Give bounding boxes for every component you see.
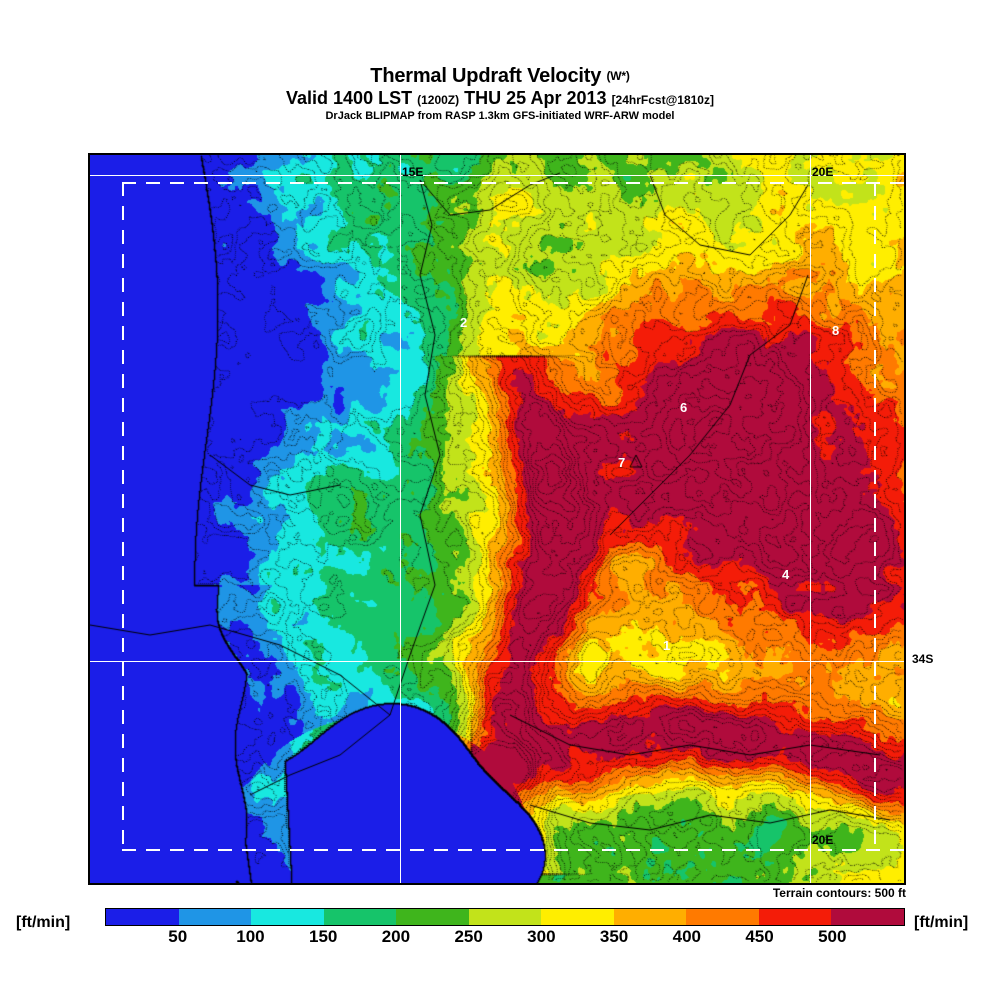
page-title: Thermal Updraft Velocity (W*) (0, 66, 1000, 86)
title-block: Thermal Updraft Velocity (W*) Valid 1400… (0, 66, 1000, 122)
colorbar-tick-350: 350 (599, 927, 629, 946)
geo-label-20e-top: 20E (812, 165, 834, 179)
domain-border-bottom (122, 849, 904, 851)
colorbar-swatch-7 (613, 909, 687, 925)
colorbar-tick-150: 150 (308, 927, 338, 946)
domain-border-right (874, 182, 876, 851)
colorbar-legend: [ft/min] 50 100 150 200 250 300 350 400 450 500 [… (0, 905, 1000, 953)
geo-label-15e-top: 15E (402, 165, 424, 179)
contour-label-7: 7 (618, 455, 626, 470)
domain-border-top (122, 182, 904, 184)
geo-label-34s-right: 34S (912, 652, 934, 666)
colorbar-swatch-6 (541, 909, 614, 925)
valid-time-label: Valid 1400 LST (286, 88, 413, 108)
title-main-text: Thermal Updraft Velocity (370, 65, 602, 87)
title-wstar-symbol: (W*) (606, 69, 630, 83)
colorbar-swatch-8 (686, 909, 759, 925)
colorbar-tick-250: 250 (454, 927, 483, 946)
colorbar-swatch-10 (831, 909, 905, 925)
colorbar-swatch-3 (323, 909, 397, 925)
thermal-updraft-raster (90, 155, 904, 883)
colorbar-tick-300: 300 (527, 927, 556, 946)
colorbar-swatch-4 (396, 909, 469, 925)
colorbar-unit-left: [ft/min] (16, 914, 71, 931)
colorbar-swatches[interactable] (105, 908, 905, 926)
colorbar-tick-500: 500 (818, 927, 847, 946)
colorbar-swatch-1 (178, 909, 252, 925)
valid-date-label: THU 25 Apr 2013 (464, 88, 607, 108)
valid-zulu-label: (1200Z) (417, 93, 460, 107)
gridline-lat-33s (90, 175, 904, 176)
contour-label-2: 2 (460, 315, 468, 330)
forecast-stamp-label: [24hrFcst@1810z] (611, 93, 714, 107)
domain-border-left (122, 182, 124, 851)
model-caption: DrJack BLIPMAP from RASP 1.3km GFS-initi… (325, 110, 675, 122)
colorbar-unit-right: [ft/min] (914, 914, 969, 931)
contour-label-1: 1 (663, 638, 671, 653)
colorbar-tick-50: 50 (168, 927, 188, 946)
colorbar-swatch-5 (468, 909, 542, 925)
contour-label-8: 8 (832, 323, 840, 338)
geo-label-20e-bottom: 20E (812, 833, 834, 847)
contour-label-4: 4 (782, 567, 790, 582)
colorbar-swatch-9 (758, 909, 832, 925)
gridline-lat-34s (90, 661, 904, 662)
colorbar-tick-450: 450 (745, 927, 774, 946)
gridline-lon-20e (810, 155, 811, 883)
colorbar-tick-200: 200 (381, 927, 411, 946)
weather-map[interactable]: 15E 20E 20E 2 8 6 7 4 1 (88, 153, 906, 885)
colorbar-tick-400: 400 (672, 927, 701, 946)
colorbar-tick-100: 100 (236, 927, 265, 946)
terrain-contour-note: Terrain contours: 500 ft (772, 886, 906, 900)
colorbar-tick-labels: 50 100 150 200 250 300 350 400 450 500 (105, 927, 905, 951)
colorbar-swatch-2 (251, 909, 324, 925)
contour-label-6: 6 (680, 400, 688, 415)
gridline-lon-15e (400, 155, 401, 883)
colorbar-swatch-0 (106, 909, 179, 925)
title-subtitle: Valid 1400 LST (1200Z) THU 25 Apr 2013 [… (0, 89, 1000, 107)
